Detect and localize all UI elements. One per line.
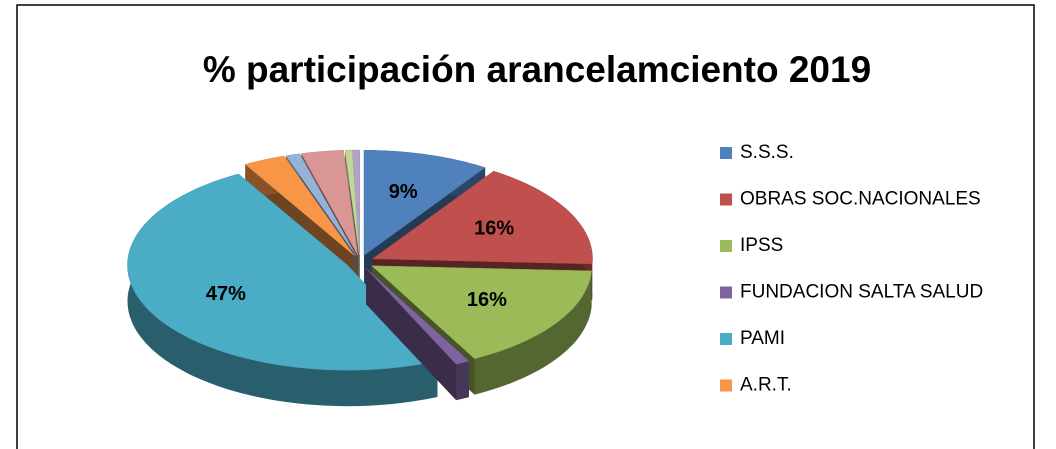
legend-swatch [720,193,732,206]
slice-top [344,149,360,256]
data-label: 16% [474,218,514,240]
slice-top [363,150,486,256]
legend-swatch [720,379,732,392]
legend-label: IPSS [740,235,783,256]
slice-side [127,174,438,407]
legend-swatch [720,333,732,345]
slice [365,268,470,401]
chart-title: % participación arancelamciento 2019 [203,49,871,90]
slice-top [300,150,358,256]
slice-top [244,155,355,256]
legend-swatch [720,147,732,159]
slice-top [127,173,438,371]
legend-swatch [720,286,732,299]
slice-side [474,270,592,395]
legend-label: OBRAS SOC.NACIONALES [740,189,981,210]
slice-top [371,265,592,359]
slice-side [456,361,469,401]
legend-label: S.S.S. [740,142,794,163]
slice-top [365,268,470,365]
data-label: 9% [389,181,418,203]
slice-top [285,153,357,256]
legend-label: A.R.T. [740,375,792,396]
slice-top [371,170,593,265]
legend-swatch [720,240,732,252]
legend-label: PAMI [740,328,785,349]
slice-top [352,149,361,256]
slice-wall [366,268,457,401]
legend-label: FUNDACION SALTA SALUD [740,282,983,303]
data-label: 47% [206,283,246,305]
data-label: 16% [467,289,507,311]
